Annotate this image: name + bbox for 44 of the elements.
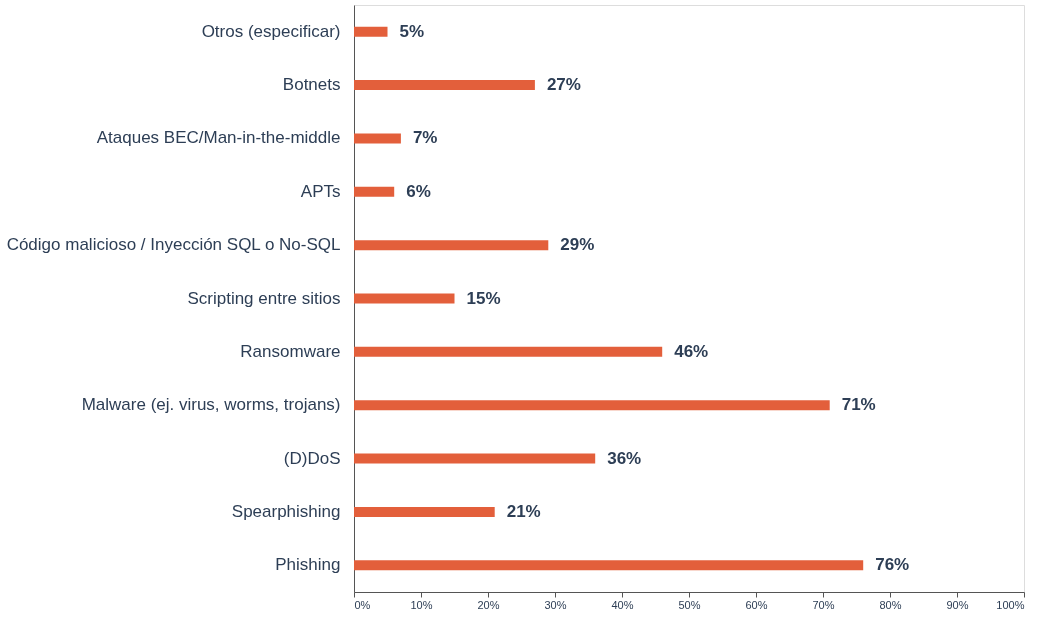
data-label: 21%	[506, 501, 541, 521]
x-tick-label: 50%	[678, 598, 701, 611]
x-tick-label: 40%	[611, 598, 634, 611]
x-tick-label: 0%	[354, 598, 371, 611]
x-tick-label: 10%	[410, 598, 433, 611]
data-label: 71%	[841, 395, 876, 415]
data-label: 7%	[412, 128, 438, 148]
data-label: 6%	[406, 181, 431, 201]
x-tick-label: 70%	[812, 598, 835, 611]
data-label: 27%	[546, 75, 581, 95]
data-label: 5%	[399, 21, 425, 41]
bar	[354, 506, 495, 517]
x-tick-label: 80%	[879, 598, 902, 611]
bar	[354, 80, 535, 91]
data-label: 36%	[607, 448, 642, 468]
y-tick-label: Código malicioso / Inyección SQL o No-SQL	[6, 235, 341, 255]
data-label: 46%	[674, 341, 709, 361]
x-tick-label: 20%	[477, 598, 500, 611]
y-tick-label: (D)DoS	[283, 448, 341, 468]
y-tick-label: Phishing	[275, 555, 341, 575]
y-tick-label: Spearphishing	[231, 501, 341, 521]
y-tick-label: Otros (especificar)	[201, 21, 341, 41]
bar	[354, 560, 864, 571]
x-tick-label: 100%	[996, 598, 1025, 611]
data-label: 29%	[560, 235, 595, 255]
bar	[354, 186, 395, 197]
y-tick-label: Ataques BEC/Man-in-the-middle	[96, 128, 341, 148]
bar	[354, 293, 455, 304]
data-label: 76%	[875, 555, 910, 575]
y-tick-label: Botnets	[282, 75, 341, 95]
x-tick-label: 90%	[946, 598, 969, 611]
bar	[354, 453, 596, 464]
x-tick-label: 30%	[544, 598, 567, 611]
bar	[354, 240, 549, 251]
bar	[354, 133, 401, 144]
bar	[354, 346, 663, 357]
bar	[354, 400, 830, 411]
data-label: 15%	[466, 288, 501, 308]
x-tick-label: 60%	[745, 598, 768, 611]
y-tick-label: Malware (ej. virus, worms, trojans)	[81, 395, 341, 415]
y-tick-label: Ransomware	[240, 341, 341, 361]
y-tick-label: Scripting entre sitios	[187, 288, 341, 308]
y-tick-label: APTs	[300, 181, 341, 201]
bar	[354, 26, 388, 37]
